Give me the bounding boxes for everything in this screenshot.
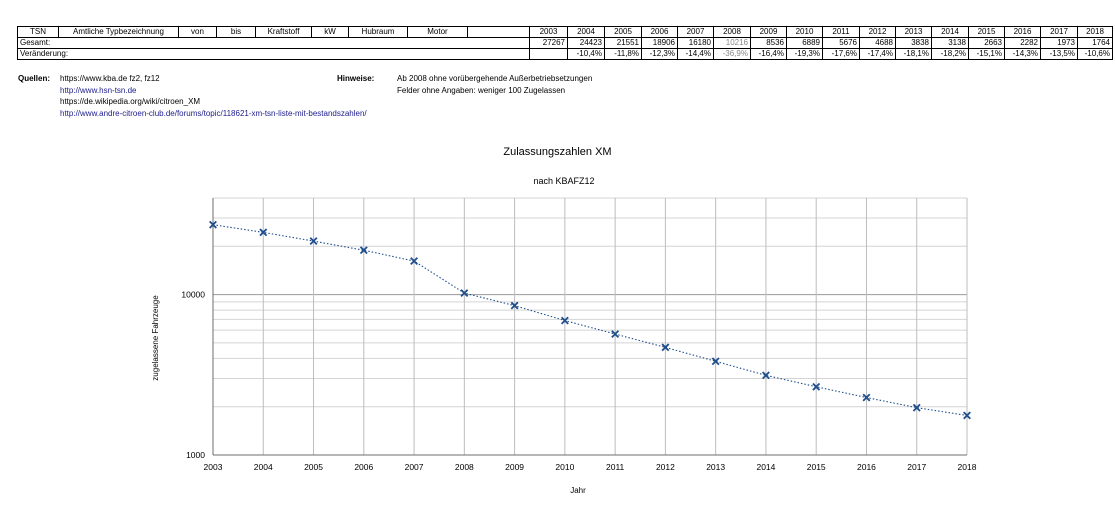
x-tick-label: 2017 (907, 462, 926, 472)
note-line: Ab 2008 ohne vorübergehende Außerbetrieb… (397, 74, 593, 83)
source-link-hsn[interactable]: http://www.hsn-tsn.de (60, 85, 137, 95)
row-label[interactable]: Veränderung: (17, 48, 530, 60)
series-line (212, 224, 968, 417)
data-point-marker[interactable] (862, 393, 871, 402)
data-point-marker[interactable] (510, 301, 519, 310)
table-cell[interactable]: -11,8% (604, 48, 642, 60)
table-row-veraenderung: Veränderung: -10,4% -11,8% -12,3% -14,4% -36,… (17, 48, 1113, 60)
notes-section: Hinweise: (337, 73, 374, 85)
x-tick-label: 2018 (958, 462, 977, 472)
source-line: https://de.wikipedia.org/wiki/citroen_XM (60, 97, 201, 106)
data-point-marker[interactable] (460, 289, 469, 298)
data-point-marker[interactable] (209, 220, 217, 229)
x-tick-label: 2012 (656, 462, 675, 472)
sources-label: Quellen: (18, 74, 51, 83)
x-tick-label: 2008 (455, 462, 474, 472)
chart-subtitle: nach KBAFZ12 (533, 176, 595, 186)
sources-list: https://www.kba.de fz2, fz12 http://www.… (60, 73, 367, 119)
data-point-marker[interactable] (259, 228, 268, 237)
chart-title: Zulassungszahlen XM (503, 146, 612, 158)
source-line: https://www.kba.de fz2, fz12 (60, 74, 160, 83)
data-point-marker[interactable] (560, 316, 569, 325)
chart-grid (212, 197, 968, 456)
data-point-marker[interactable] (309, 237, 318, 246)
x-tick-label: 2004 (254, 462, 273, 472)
x-tick-label: 2009 (505, 462, 524, 472)
x-tick-label: 2010 (555, 462, 574, 472)
notes-list: Ab 2008 ohne vorübergehende Außerbetrieb… (397, 73, 592, 96)
x-tick-label: 2003 (204, 462, 223, 472)
y-axis-label: zugelassene Fahrzeuge (151, 295, 160, 381)
y-tick-label: 10000 (181, 290, 205, 300)
notes-label: Hinweise: (337, 74, 375, 83)
x-tick-label: 2006 (354, 462, 373, 472)
x-tick-label: 2014 (756, 462, 775, 472)
data-point-marker[interactable] (912, 403, 921, 412)
data-point-marker[interactable] (410, 257, 419, 265)
table-header-row: TSN Amtliche Typbezeichnung von bis Kraftsto… (17, 26, 1113, 38)
source-link-forum[interactable]: http://www.andre-citroen-club.de/forums/… (60, 108, 367, 118)
x-tick-label: 2016 (857, 462, 876, 472)
chart-series (209, 220, 971, 420)
data-point-marker[interactable] (661, 343, 670, 352)
x-tick-label: 2015 (807, 462, 826, 472)
x-tick-label: 2007 (405, 462, 424, 472)
x-tick-label: 2011 (606, 462, 625, 472)
data-table: TSN Amtliche Typbezeichnung von bis Kraftsto… (17, 26, 1113, 60)
x-tick-label: 2005 (304, 462, 323, 472)
data-point-marker[interactable] (812, 382, 821, 391)
data-point-marker[interactable] (359, 246, 368, 255)
table-cell[interactable]: -10,4% (567, 48, 605, 60)
table-cell[interactable]: -17,6% (822, 48, 860, 60)
x-tick-label: 2013 (706, 462, 725, 472)
data-point-marker[interactable] (761, 371, 770, 380)
y-tick-label: 1000 (186, 450, 205, 460)
data-point-marker[interactable] (711, 357, 720, 366)
note-line: Felder ohne Angaben: weniger 100 Zugelas… (397, 85, 566, 95)
data-point-marker[interactable] (963, 411, 971, 420)
sources-section: Quellen: (18, 73, 50, 85)
data-point-marker[interactable] (611, 330, 620, 338)
chart-axes: 2003 2004 2005 2006 2007 2008 2009 2010 2011 2012… (181, 198, 977, 472)
x-axis-label: Jahr (570, 486, 586, 495)
table-cell[interactable]: -10,6% (1077, 48, 1113, 60)
